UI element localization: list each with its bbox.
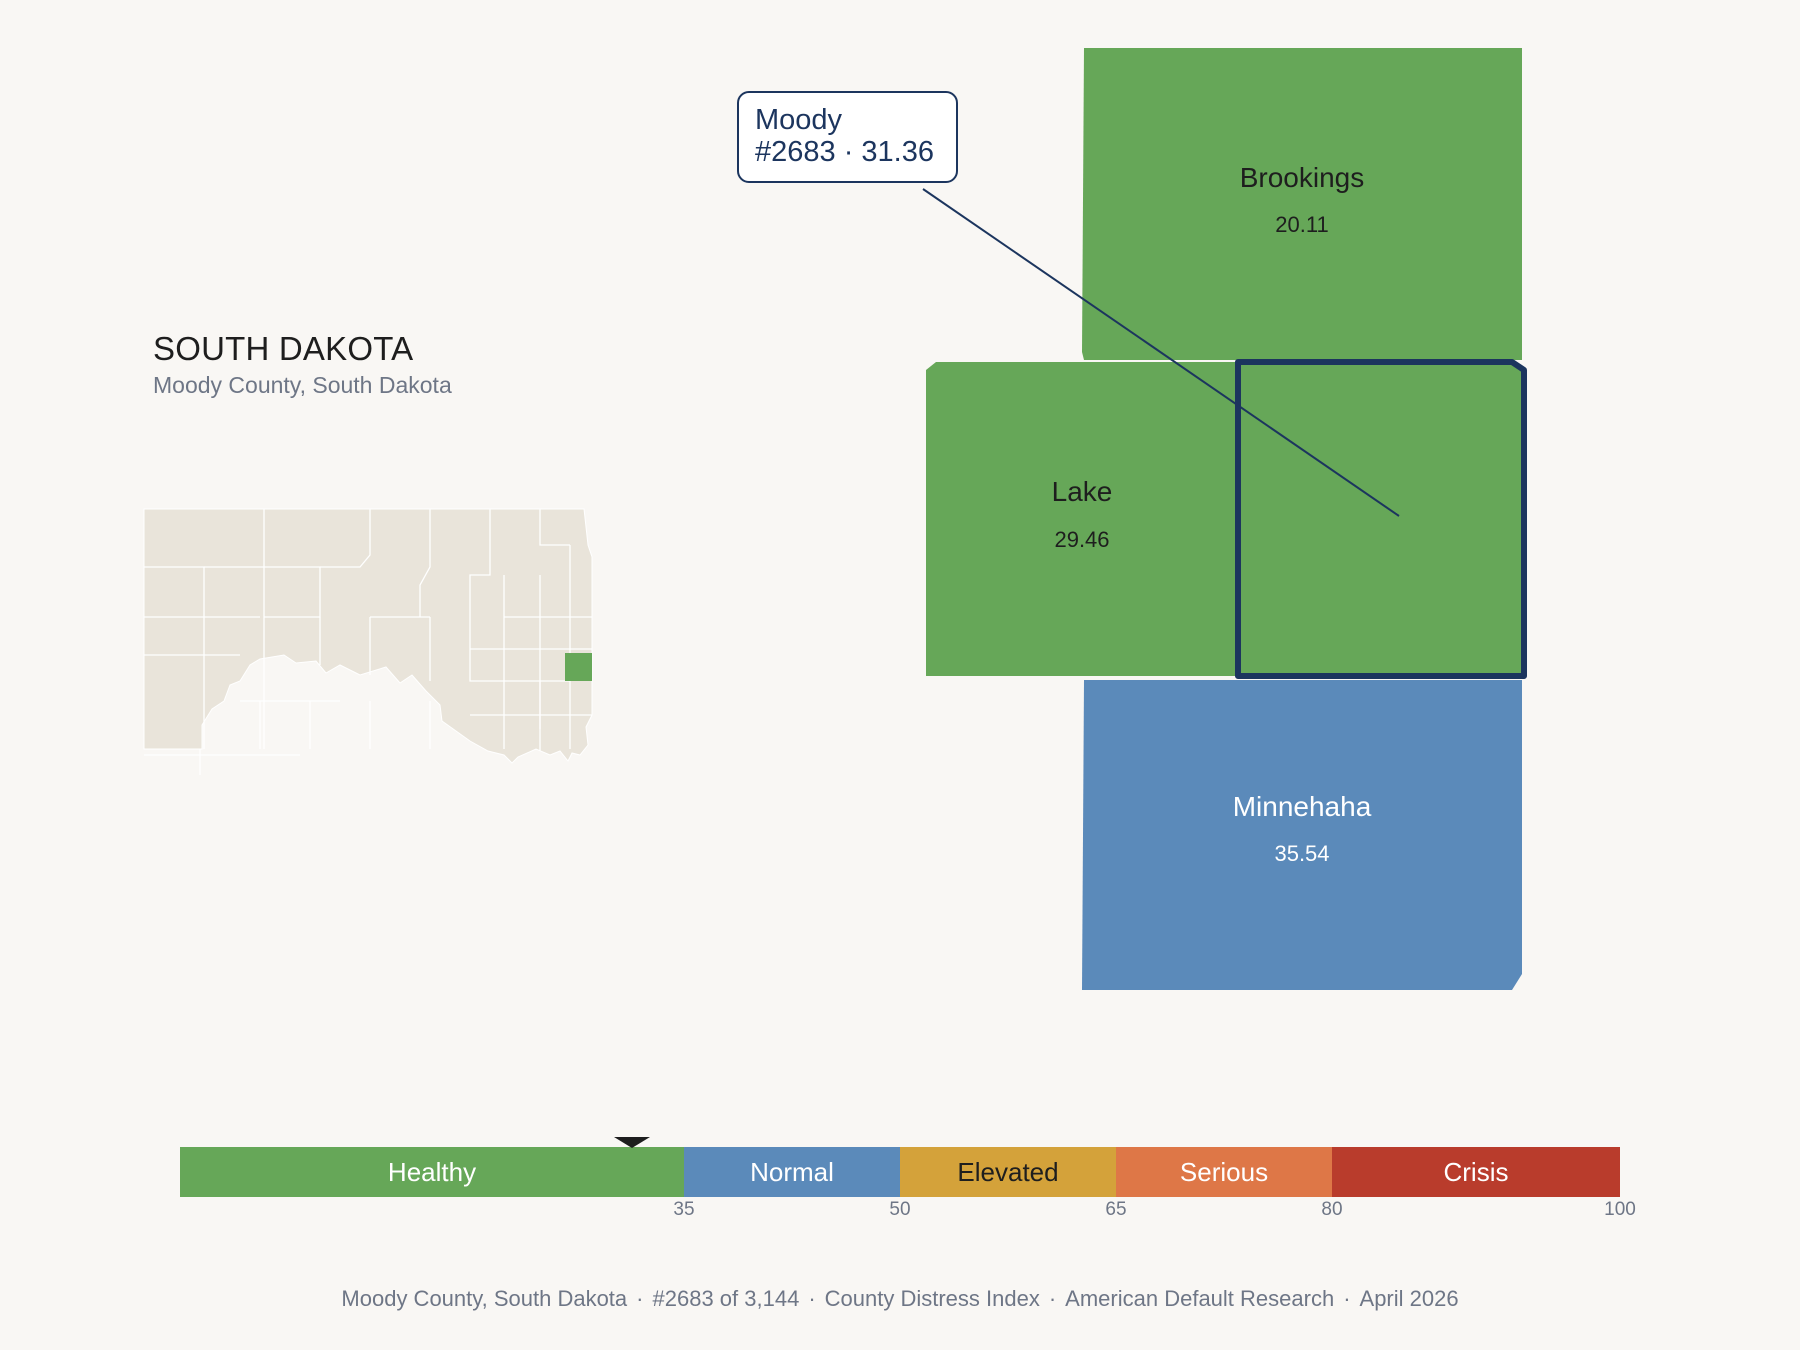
legend-tick: 100 [1604, 1199, 1636, 1220]
distress-legend: Healthy Normal Elevated Serious Crisis [180, 1147, 1620, 1197]
footer: Moody County, South Dakota · #2683 of 3,14… [341, 1286, 1459, 1311]
state-subtitle: Moody County, South Dakota [153, 372, 452, 398]
state-locator-map [143, 508, 593, 775]
legend-tick: 35 [673, 1199, 695, 1220]
footer-county: Moody County, South Dakota [341, 1286, 628, 1311]
county-value: 20.11 [1275, 212, 1328, 237]
state-title: SOUTH DAKOTA [153, 330, 414, 367]
county-moody[interactable] [1235, 359, 1527, 679]
county-callout: Moody #2683 · 31.36 [737, 91, 958, 183]
footer-index: County Distress Index [824, 1286, 1040, 1311]
footer-rank: #2683 of 3,144 [652, 1286, 800, 1311]
county-borders [144, 509, 592, 775]
county-label: Brookings [1240, 162, 1365, 193]
county-label: Lake [1052, 476, 1113, 507]
legend-tick: 65 [1105, 1199, 1127, 1220]
county-brookings[interactable]: Brookings 20.11 [1082, 48, 1522, 360]
legend-segment-normal: Normal [684, 1147, 900, 1197]
county-map: Brookings 20.11 Lake 29.46 Minnehaha 35.… [922, 48, 1527, 990]
footer-date: April 2026 [1359, 1286, 1459, 1311]
legend-tick: 80 [1321, 1199, 1343, 1220]
state-outline [143, 508, 593, 764]
footer-source: American Default Research [1065, 1286, 1335, 1311]
county-value: 29.46 [1054, 527, 1109, 552]
callout-county-name: Moody [755, 104, 843, 136]
county-label: Minnehaha [1233, 791, 1372, 822]
county-value: 35.54 [1274, 841, 1329, 866]
score-pointer-icon [613, 1137, 650, 1148]
legend-segment-elevated: Elevated [900, 1147, 1116, 1197]
legend-segment-serious: Serious [1116, 1147, 1332, 1197]
highlighted-county-marker [565, 653, 592, 681]
legend-segment-crisis: Crisis [1332, 1147, 1620, 1197]
legend-tick: 50 [889, 1199, 911, 1220]
county-lake[interactable]: Lake 29.46 [926, 362, 1238, 676]
callout-rank-score: #2683 · 31.36 [755, 136, 934, 168]
legend-segment-healthy: Healthy [180, 1147, 684, 1197]
county-minnehaha[interactable]: Minnehaha 35.54 [1082, 680, 1522, 990]
callout-leader-line [922, 188, 1400, 517]
